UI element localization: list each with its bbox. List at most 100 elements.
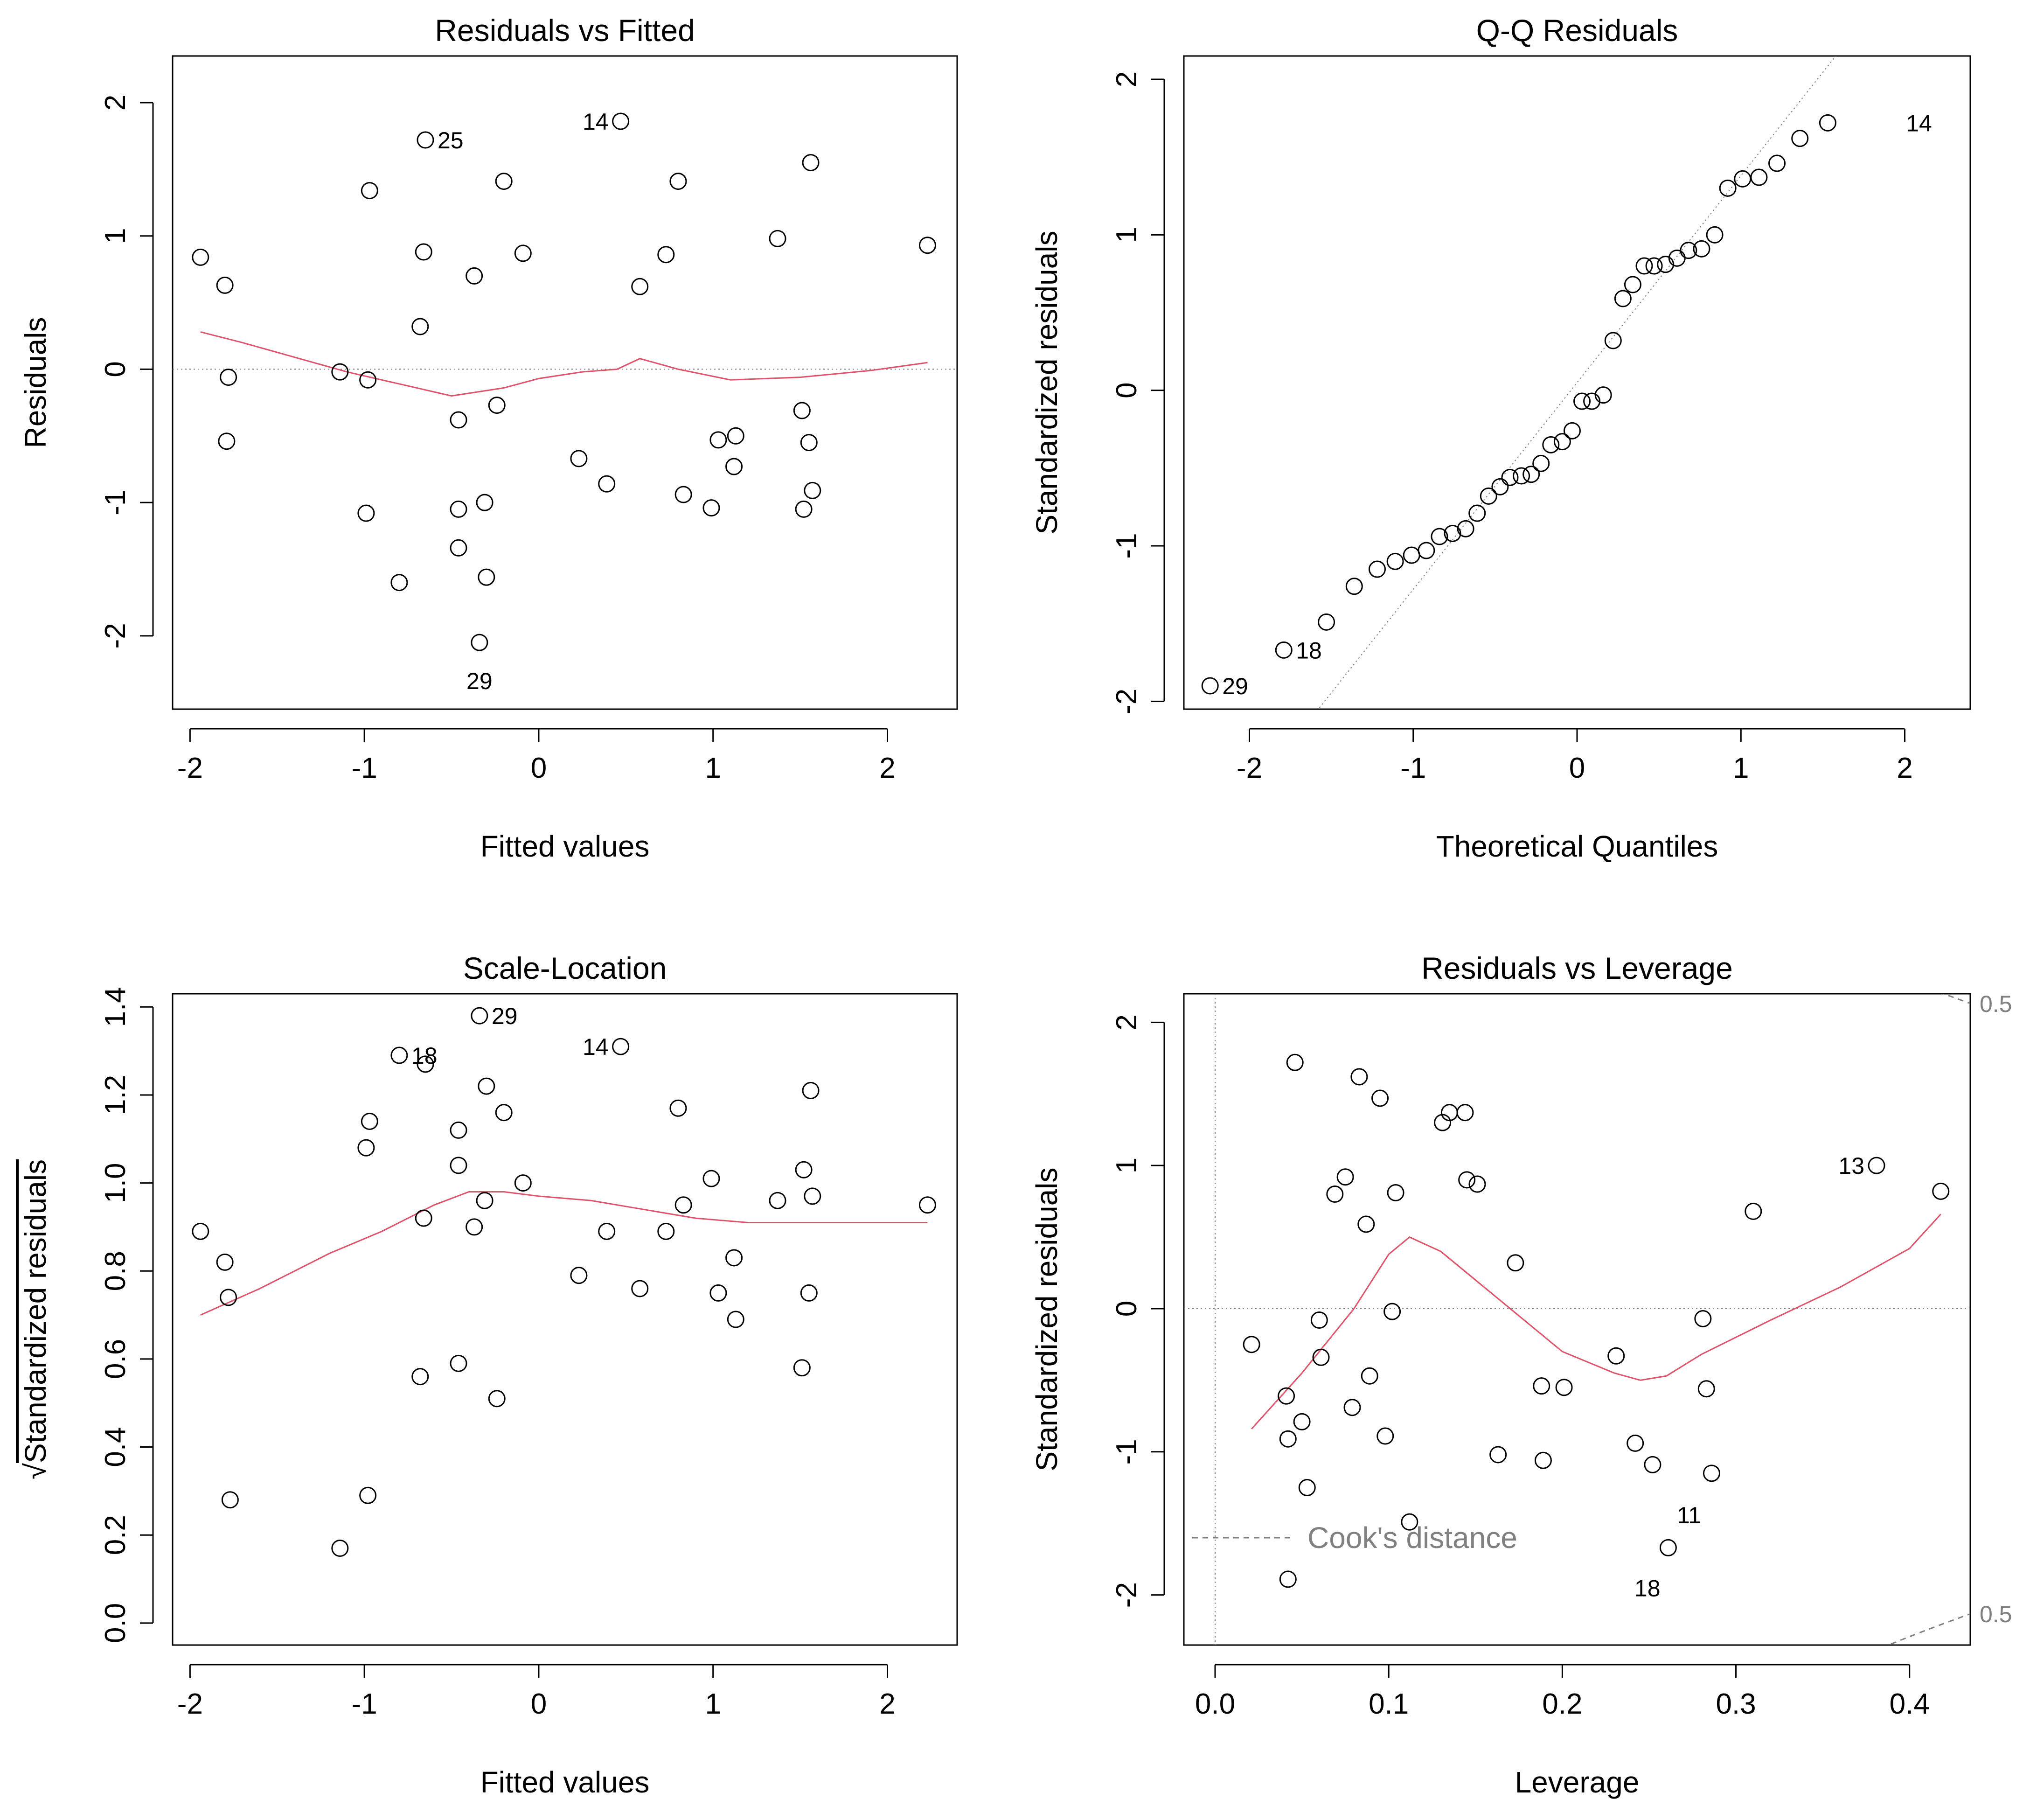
data-point	[1376, 1427, 1394, 1445]
data-point	[1278, 1387, 1295, 1405]
data-point	[1635, 257, 1653, 275]
x-axis: -2 -1 0 1 2	[177, 728, 896, 784]
data-point	[769, 1192, 786, 1209]
data-point	[1627, 1434, 1644, 1452]
x-tick-label: -1	[352, 1688, 377, 1720]
data-point	[1387, 1184, 1404, 1201]
chart-title: Scale-Location	[463, 951, 667, 985]
data-point	[598, 475, 616, 493]
data-point	[1336, 1168, 1354, 1186]
data-point	[476, 1192, 494, 1209]
y-tick-label: 1	[99, 228, 132, 244]
cooks-contour-label-upper: 0.5	[1980, 991, 2012, 1017]
data-point	[1501, 468, 1519, 486]
data-point	[359, 371, 377, 389]
y-tick-label: 1	[1111, 227, 1143, 243]
smoother-line	[200, 331, 928, 397]
data-point	[450, 1157, 467, 1174]
data-point	[1418, 542, 1435, 559]
data-point	[1719, 179, 1737, 197]
x-tick-label: 1	[705, 752, 721, 784]
y-tick-label: 1.4	[99, 987, 132, 1027]
data-point	[570, 450, 588, 467]
data-point	[417, 131, 434, 149]
x-axis: 0.0 0.1 0.2 0.3 0.4	[1195, 1664, 1930, 1720]
x-tick-label: 0.1	[1369, 1688, 1409, 1720]
data-point	[1932, 1182, 1950, 1200]
x-axis: -2 -1 0 1 2	[1237, 728, 1913, 784]
data-point	[657, 246, 675, 264]
data-point	[1286, 1053, 1304, 1071]
x-tick-label: 0	[531, 752, 547, 784]
data-point	[1403, 546, 1420, 564]
y-tick-label: -2	[1111, 1582, 1143, 1608]
x-tick-label: 0	[1569, 752, 1585, 784]
x-axis-title: Theoretical Quantiles	[1436, 830, 1718, 863]
y-tick-label: -2	[99, 623, 132, 649]
data-point	[411, 1368, 429, 1386]
data-point	[1201, 677, 1219, 695]
x-tick-label: 2	[879, 752, 895, 784]
data-point	[1401, 1513, 1418, 1531]
data-point	[1312, 1348, 1330, 1366]
point-label: 25	[438, 127, 464, 153]
data-point	[1750, 168, 1768, 186]
data-point	[793, 402, 811, 419]
data-point	[361, 1113, 378, 1130]
data-point	[466, 267, 483, 285]
data-point	[450, 1121, 467, 1139]
data-point	[1534, 1451, 1552, 1469]
data-point	[1357, 1215, 1375, 1233]
chart-title: Q-Q Residuals	[1476, 13, 1678, 48]
data-point	[357, 1139, 375, 1157]
data-point	[471, 1007, 488, 1025]
data-point	[1343, 1399, 1361, 1416]
data-point	[1279, 1430, 1297, 1448]
x-tick-label: -2	[1237, 752, 1262, 784]
data-point	[709, 431, 727, 449]
data-point	[471, 634, 488, 651]
y-axis-title-text: Residuals	[19, 317, 52, 448]
point-label: 18	[1296, 637, 1322, 663]
data-point	[1703, 1464, 1720, 1482]
data-point	[1706, 226, 1724, 244]
data-point	[1532, 454, 1550, 472]
data-point	[1680, 242, 1697, 259]
plot-frame	[1183, 993, 1971, 1646]
data-point	[631, 1280, 649, 1297]
y-tick-label: 2	[99, 95, 132, 111]
data-point	[598, 1222, 616, 1240]
data-point	[702, 499, 720, 517]
data-point	[1489, 1446, 1507, 1464]
y-axis-title: √Standardized residuals	[19, 1159, 52, 1479]
y-axis-title: Standardized residuals	[1030, 230, 1064, 534]
data-point	[220, 1289, 237, 1306]
plot-area	[200, 1191, 928, 1316]
y-tick-label: 1	[1111, 1158, 1143, 1173]
point-label: 29	[1222, 673, 1248, 699]
data-point	[1243, 1336, 1260, 1353]
cooks-distance-lower-contour	[1886, 1613, 1970, 1645]
data-point	[1361, 1367, 1378, 1385]
y-tick-label: 1.0	[99, 1163, 132, 1203]
data-point	[570, 1267, 588, 1284]
data-point	[1522, 466, 1540, 483]
data-point	[514, 1174, 532, 1192]
data-point	[1468, 1175, 1486, 1193]
data-point	[450, 1354, 467, 1372]
data-point	[1431, 528, 1448, 545]
data-point	[1868, 1157, 1885, 1174]
x-tick-label: -1	[352, 752, 377, 784]
y-axis: -2 -1 0 1 2	[1111, 1014, 1165, 1608]
data-point	[800, 1284, 818, 1302]
data-point	[657, 1222, 675, 1240]
data-point	[450, 500, 467, 518]
data-point	[361, 182, 378, 200]
data-point	[415, 1209, 432, 1227]
y-tick-label: 0	[1111, 1301, 1143, 1317]
data-point	[488, 1390, 506, 1408]
data-point	[450, 539, 467, 557]
x-tick-label: 2	[1897, 752, 1912, 784]
data-point	[804, 481, 821, 499]
data-point	[1791, 130, 1809, 147]
